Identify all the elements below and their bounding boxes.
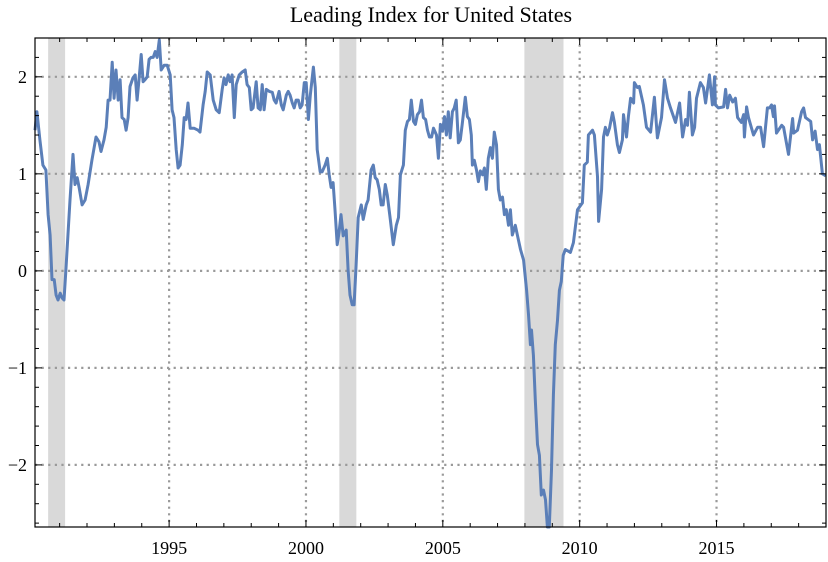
y-tick-label: 1 — [18, 164, 27, 184]
chart-title: Leading Index for United States — [290, 2, 572, 27]
axis-ticks — [35, 37, 827, 527]
y-tick-label: 2 — [18, 67, 27, 87]
recession-bands — [48, 38, 564, 527]
recession-band — [524, 38, 564, 527]
x-tick-label: 2010 — [562, 538, 598, 558]
tick-labels: 1995 2000 2005 2010 2015 −2 −1 0 1 2 — [8, 67, 735, 558]
grid-lines — [35, 38, 826, 527]
y-tick-label: −1 — [8, 358, 27, 378]
x-tick-label: 2015 — [699, 538, 735, 558]
x-tick-label: 2005 — [425, 538, 461, 558]
y-tick-label: −2 — [8, 455, 27, 475]
x-tick-label: 1995 — [151, 538, 187, 558]
plot-frame — [34, 37, 827, 528]
x-tick-label: 2000 — [288, 538, 324, 558]
series-line-leading-index — [33, 38, 827, 529]
recession-band — [48, 38, 66, 527]
y-tick-label: 0 — [18, 261, 27, 281]
series-layer — [33, 38, 827, 529]
